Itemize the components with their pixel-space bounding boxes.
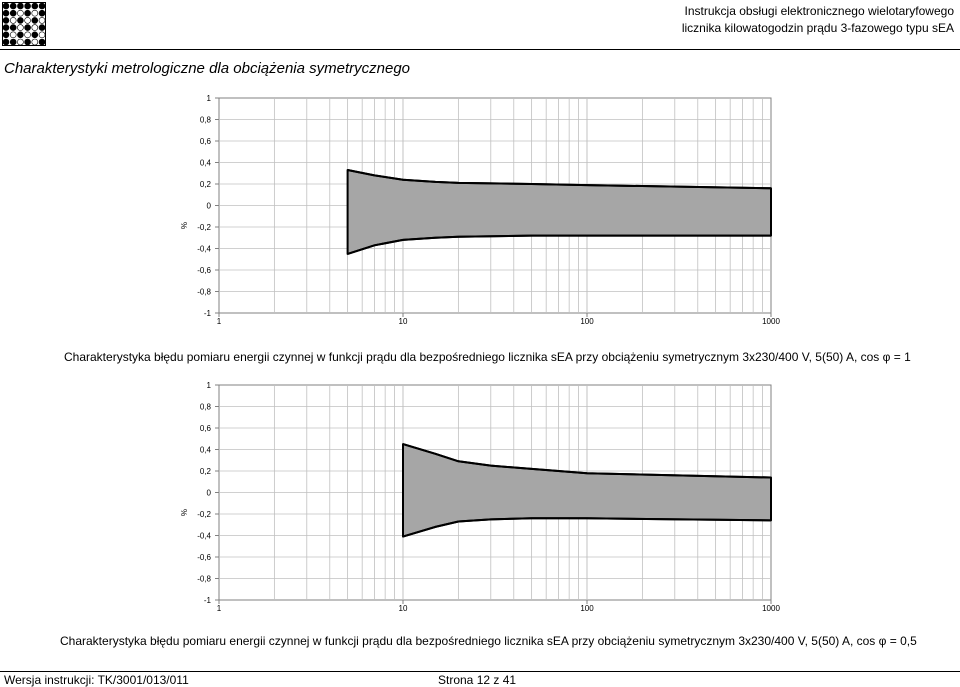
logo-dot bbox=[2, 9, 10, 17]
logo-dot bbox=[2, 2, 10, 10]
y-tick-label: 0,6 bbox=[200, 137, 212, 146]
logo-dot bbox=[38, 31, 46, 39]
lower-limit-line bbox=[347, 234, 771, 255]
y-tick-label: 0 bbox=[207, 202, 212, 211]
y-tick-label: -0,8 bbox=[197, 288, 211, 297]
y-tick-label: -0,6 bbox=[197, 553, 211, 562]
y-tick-label: -1 bbox=[204, 309, 212, 318]
x-tick-label: 10 bbox=[399, 317, 408, 326]
logo-dot bbox=[31, 9, 39, 17]
logo-dot bbox=[38, 38, 46, 46]
logo-dot bbox=[2, 24, 10, 31]
y-tick-label: 0,4 bbox=[200, 446, 212, 455]
x-tick-label: 1000 bbox=[762, 317, 780, 326]
y-tick-label: 0,8 bbox=[200, 116, 212, 125]
x-tick-label: 100 bbox=[580, 604, 594, 613]
y-tick-label: -0,4 bbox=[197, 245, 211, 254]
y-tick-label: 0,2 bbox=[200, 180, 212, 189]
logo-dot bbox=[31, 31, 39, 39]
logo-dot bbox=[38, 17, 46, 24]
logo-dot bbox=[17, 17, 24, 24]
y-tick-label: -0,2 bbox=[197, 510, 211, 519]
logo-dot bbox=[17, 24, 24, 31]
x-tick-label: 1 bbox=[217, 317, 222, 326]
logo-dot bbox=[9, 38, 17, 46]
logo-dot bbox=[31, 2, 39, 10]
logo-dot bbox=[9, 17, 17, 24]
header-line-2: licznika kilowatogodzin prądu 3-fazowego… bbox=[681, 21, 954, 35]
y-tick-label: 0,2 bbox=[200, 467, 212, 476]
logo-dot bbox=[38, 2, 46, 10]
logo-dot bbox=[17, 31, 24, 39]
y-tick-label: 0,8 bbox=[200, 403, 212, 412]
y-tick-label: 1 bbox=[207, 381, 212, 390]
y-tick-label: 0,4 bbox=[200, 159, 212, 168]
y-tick-label: -0,8 bbox=[197, 575, 211, 584]
y-tick-label: -0,2 bbox=[197, 223, 211, 232]
header-line-1: Instrukcja obsługi elektronicznego wielo… bbox=[684, 4, 954, 18]
logo-dot bbox=[24, 31, 31, 39]
logo-dot bbox=[9, 9, 17, 17]
logo-dot bbox=[17, 38, 24, 46]
x-tick-label: 1000 bbox=[762, 604, 780, 613]
page-title: Charakterystyki metrologiczne dla obciąż… bbox=[4, 60, 411, 77]
logo-dot bbox=[31, 17, 39, 24]
logo-dot bbox=[17, 2, 24, 10]
checker-grid-logo-icon bbox=[2, 2, 46, 46]
logo-frame bbox=[2, 2, 46, 46]
logo-dot bbox=[2, 38, 10, 46]
logo-dot bbox=[2, 31, 10, 39]
y-tick-label: -0,4 bbox=[197, 532, 211, 541]
logo-dot bbox=[38, 9, 46, 17]
y-tick-label: -0,6 bbox=[197, 266, 211, 275]
lower-limit-line bbox=[402, 517, 772, 538]
logo-dot bbox=[24, 38, 31, 46]
y-axis-label: % bbox=[180, 509, 189, 516]
footer-divider bbox=[0, 671, 960, 672]
x-tick-label: 100 bbox=[580, 317, 594, 326]
logo-dot bbox=[24, 2, 31, 10]
x-tick-label: 1 bbox=[217, 604, 222, 613]
y-tick-label: 0,6 bbox=[200, 424, 212, 433]
x-tick-label: 10 bbox=[399, 604, 408, 613]
logo-dot bbox=[9, 31, 17, 39]
upper-limit-line bbox=[402, 443, 772, 479]
footer-version: Wersja instrukcji: TK/3001/013/011 bbox=[4, 673, 189, 687]
logo-dot bbox=[24, 24, 31, 31]
chart1-caption: Charakterystyka błędu pomiaru energii cz… bbox=[64, 350, 911, 364]
y-tick-label: 0 bbox=[207, 489, 212, 498]
error-chart-cos-phi-0-5: 1 0,8 0,6 0,4 0,2 0 -0,2 -0,4 -0,6 -0,8 -1 1 10 100 10… bbox=[180, 381, 780, 613]
chart2-caption: Charakterystyka błędu pomiaru energii cz… bbox=[60, 634, 917, 648]
error-chart-cos-phi-1: 1 0,8 0,6 0,4 0,2 0 -0,2 -0,4 -0,6 -0,8 -1 1 10 100 10… bbox=[180, 94, 780, 326]
logo-dot bbox=[9, 24, 17, 31]
logo-dot bbox=[24, 9, 31, 17]
y-tick-label: 1 bbox=[207, 94, 212, 103]
y-axis-label: % bbox=[180, 222, 189, 229]
y-tick-label: -1 bbox=[204, 596, 212, 605]
document-header: Instrukcja obsługi elektronicznego wielo… bbox=[682, 3, 954, 37]
logo-dot bbox=[17, 9, 24, 17]
logo-dot bbox=[31, 24, 39, 31]
logo-dot bbox=[24, 17, 31, 24]
upper-limit-line bbox=[347, 169, 772, 190]
footer-page-number: Strona 12 z 41 bbox=[438, 673, 517, 687]
logo-dot bbox=[31, 38, 39, 46]
header-divider bbox=[0, 49, 960, 50]
logo-dot bbox=[9, 2, 17, 10]
logo-dot bbox=[2, 17, 10, 24]
logo-dot bbox=[38, 24, 46, 31]
